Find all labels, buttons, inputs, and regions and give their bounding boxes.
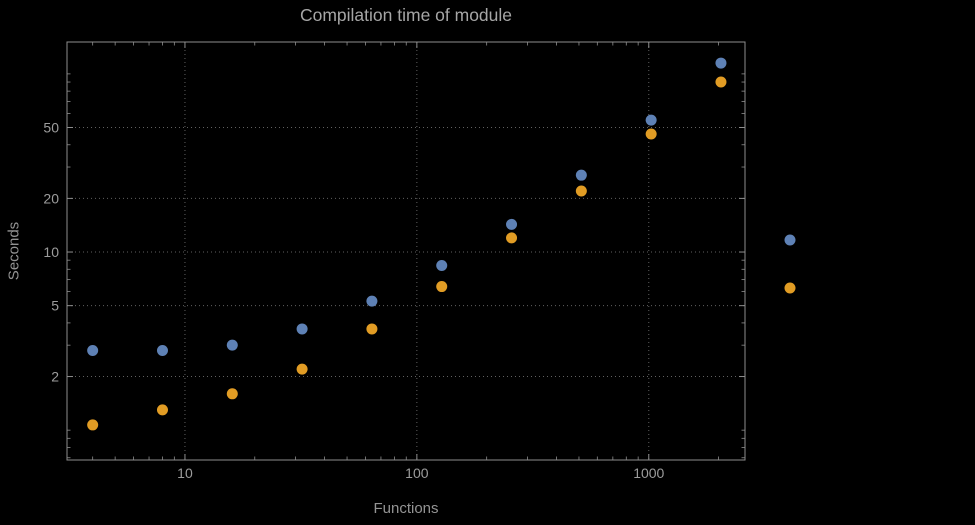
data-point-orange	[87, 419, 99, 431]
data-point-blue	[296, 323, 308, 335]
y-tick-label: 20	[43, 190, 59, 206]
x-tick-label: 1000	[633, 465, 664, 481]
data-point-blue	[156, 345, 168, 357]
chart-title: Compilation time of module	[299, 5, 513, 25]
data-point-orange	[715, 76, 727, 88]
y-axis-label: Seconds	[5, 221, 23, 281]
data-point-blue	[226, 339, 238, 351]
data-point-blue	[575, 169, 587, 181]
y-tick-label: 50	[43, 120, 59, 136]
legend-marker-blue	[784, 234, 796, 246]
data-point-orange	[156, 404, 168, 416]
data-point-blue	[715, 57, 727, 69]
data-point-blue	[506, 218, 518, 230]
x-tick-label: 100	[405, 465, 429, 481]
data-point-orange	[366, 323, 378, 335]
data-point-blue	[645, 114, 657, 126]
y-tick-label: 2	[51, 369, 59, 385]
x-tick-label: 10	[177, 465, 193, 481]
plot-frame	[66, 41, 746, 461]
data-point-orange	[296, 363, 308, 375]
data-point-orange	[226, 388, 238, 400]
legend-marker-orange	[784, 282, 796, 294]
data-point-blue	[436, 260, 448, 272]
data-point-orange	[645, 128, 657, 140]
y-tick-label: 10	[43, 244, 59, 260]
data-point-orange	[436, 281, 448, 293]
data-point-blue	[366, 295, 378, 307]
data-point-orange	[506, 232, 518, 244]
x-axis-label: Functions	[373, 500, 439, 517]
data-point-orange	[575, 185, 587, 197]
y-tick-label: 5	[51, 298, 59, 314]
data-point-blue	[87, 345, 99, 357]
